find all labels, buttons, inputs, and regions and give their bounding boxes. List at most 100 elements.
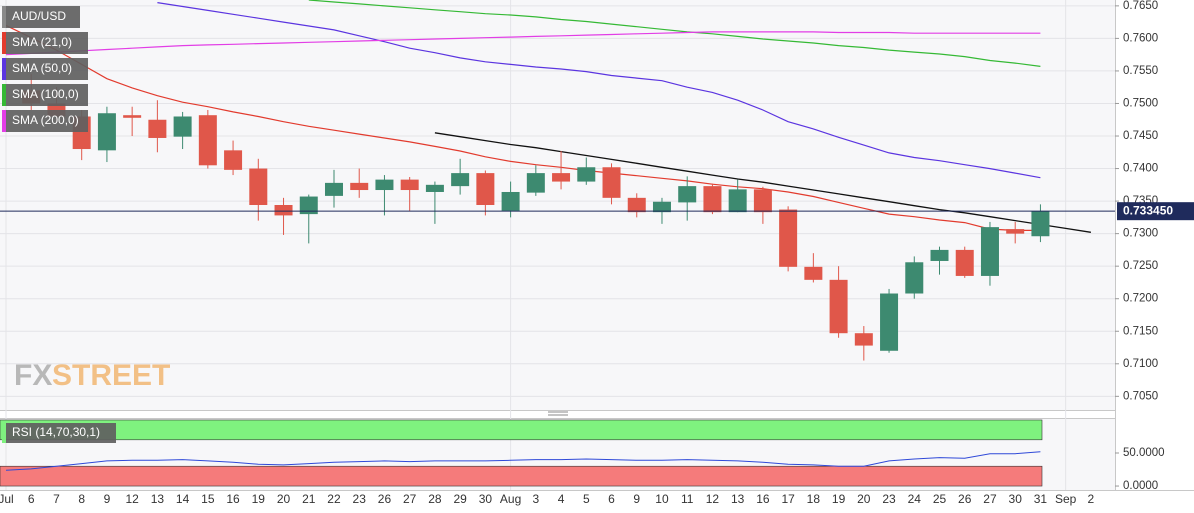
y-tick-label: 0.7150 xyxy=(1123,325,1158,337)
candle-body xyxy=(526,173,545,193)
x-tick-label: 9 xyxy=(104,492,111,506)
rsi-y-tick-label: 0.0000 xyxy=(1123,480,1158,492)
x-tick-label: 30 xyxy=(479,492,493,506)
candle-body xyxy=(905,262,924,294)
candle-body xyxy=(97,113,116,151)
sma-line xyxy=(308,0,1041,67)
candle-body xyxy=(880,293,899,351)
rsi-y-tick-label: 50.0000 xyxy=(1123,447,1165,459)
x-tick-label: Jul xyxy=(0,492,14,506)
candle-body xyxy=(753,189,772,213)
candle-body xyxy=(829,279,848,334)
candle-body xyxy=(652,201,671,213)
candle-body xyxy=(249,168,268,205)
watermark: FX STREET xyxy=(14,359,170,392)
x-tick-label: 23 xyxy=(882,492,896,506)
y-tick-label: 0.7300 xyxy=(1123,228,1158,240)
candle-body xyxy=(1031,211,1050,237)
candle-body xyxy=(728,189,747,213)
candle-body xyxy=(955,249,974,276)
rsi-line xyxy=(5,451,1041,471)
y-tick-label: 0.7450 xyxy=(1123,130,1158,142)
candle-body xyxy=(123,115,142,118)
y-tick-label: 0.7550 xyxy=(1123,65,1158,77)
candle-body xyxy=(375,179,394,191)
last-price-label: 0.733450 xyxy=(1123,203,1173,217)
legend-label: SMA (200,0) xyxy=(12,113,79,127)
last-price-box xyxy=(1117,202,1194,221)
x-tick-label: 22 xyxy=(327,492,341,506)
candle-body xyxy=(552,173,571,182)
legend-swatch xyxy=(2,6,6,28)
x-tick-label: 9 xyxy=(633,492,640,506)
x-tick-label: 16 xyxy=(226,492,240,506)
candle-body xyxy=(501,191,520,211)
candle-body xyxy=(451,173,470,187)
legend-swatch xyxy=(2,423,6,443)
x-tick-label: 31 xyxy=(1034,492,1048,506)
x-tick-label: 20 xyxy=(277,492,291,506)
x-tick-label: 20 xyxy=(857,492,871,506)
y-tick-label: 0.7500 xyxy=(1123,98,1158,110)
legend-box xyxy=(2,423,116,443)
candle-body xyxy=(627,197,646,213)
legend-swatch xyxy=(2,32,6,54)
legend-box xyxy=(2,84,88,106)
candle-body xyxy=(854,333,873,346)
y-tick-label: 0.7400 xyxy=(1123,163,1158,175)
legend-label: SMA (50,0) xyxy=(12,61,72,75)
candle-body xyxy=(224,150,243,170)
x-tick-label: 4 xyxy=(558,492,565,506)
legend-swatch xyxy=(2,110,6,132)
legend-label: SMA (100,0) xyxy=(12,87,79,101)
x-tick-label: 7 xyxy=(53,492,60,506)
y-tick-label: 0.7600 xyxy=(1123,32,1158,44)
candle-body xyxy=(148,119,167,138)
x-tick-label: 28 xyxy=(428,492,442,506)
plot xyxy=(5,0,1091,361)
y-tick-label: 0.7050 xyxy=(1123,390,1158,402)
legend-box xyxy=(2,110,88,132)
x-tick-label: Aug xyxy=(500,492,521,506)
candle-body xyxy=(476,173,495,205)
x-tick-label: 25 xyxy=(933,492,947,506)
candle-body xyxy=(274,205,293,216)
x-tick-label: 27 xyxy=(983,492,997,506)
sma-line xyxy=(5,24,1041,231)
x-tick-label: 12 xyxy=(125,492,139,506)
y-tick-label: 0.7200 xyxy=(1123,293,1158,305)
x-tick-label: 13 xyxy=(151,492,165,506)
legend-box xyxy=(2,32,88,54)
candle-body xyxy=(980,227,999,276)
x-tick-label: 19 xyxy=(832,492,846,506)
x-tick-label: 15 xyxy=(201,492,215,506)
x-tick-label: 26 xyxy=(378,492,392,506)
x-tick-label: 16 xyxy=(756,492,770,506)
x-tick-label: 14 xyxy=(176,492,190,506)
candle-body xyxy=(703,186,722,213)
x-tick-label: 21 xyxy=(302,492,316,506)
candle-body xyxy=(299,196,318,215)
x-tick-label: 27 xyxy=(403,492,417,506)
x-tick-label: 29 xyxy=(453,492,467,506)
sma-line xyxy=(5,31,1041,56)
price-panel xyxy=(0,0,1115,410)
x-tick-label: 30 xyxy=(1009,492,1023,506)
y-tick-label: 0.7250 xyxy=(1123,260,1158,272)
candle-body xyxy=(350,182,369,191)
x-tick-label: 11 xyxy=(681,492,694,506)
candle-body xyxy=(1006,229,1025,234)
sma-line xyxy=(157,2,1041,179)
candle-body xyxy=(173,116,192,137)
rsi-legend-label: RSI (14,70,30,1) xyxy=(12,425,100,439)
trendline xyxy=(434,132,1091,233)
legend-swatch xyxy=(2,84,6,106)
legend-label: AUD/USD xyxy=(12,9,66,23)
candle-body xyxy=(930,249,949,261)
x-tick-label: 24 xyxy=(908,492,922,506)
x-tick-label: 18 xyxy=(807,492,821,506)
x-tick-label: 2 xyxy=(1088,492,1095,506)
x-tick-label: 17 xyxy=(781,492,795,506)
x-tick-label: 26 xyxy=(958,492,972,506)
